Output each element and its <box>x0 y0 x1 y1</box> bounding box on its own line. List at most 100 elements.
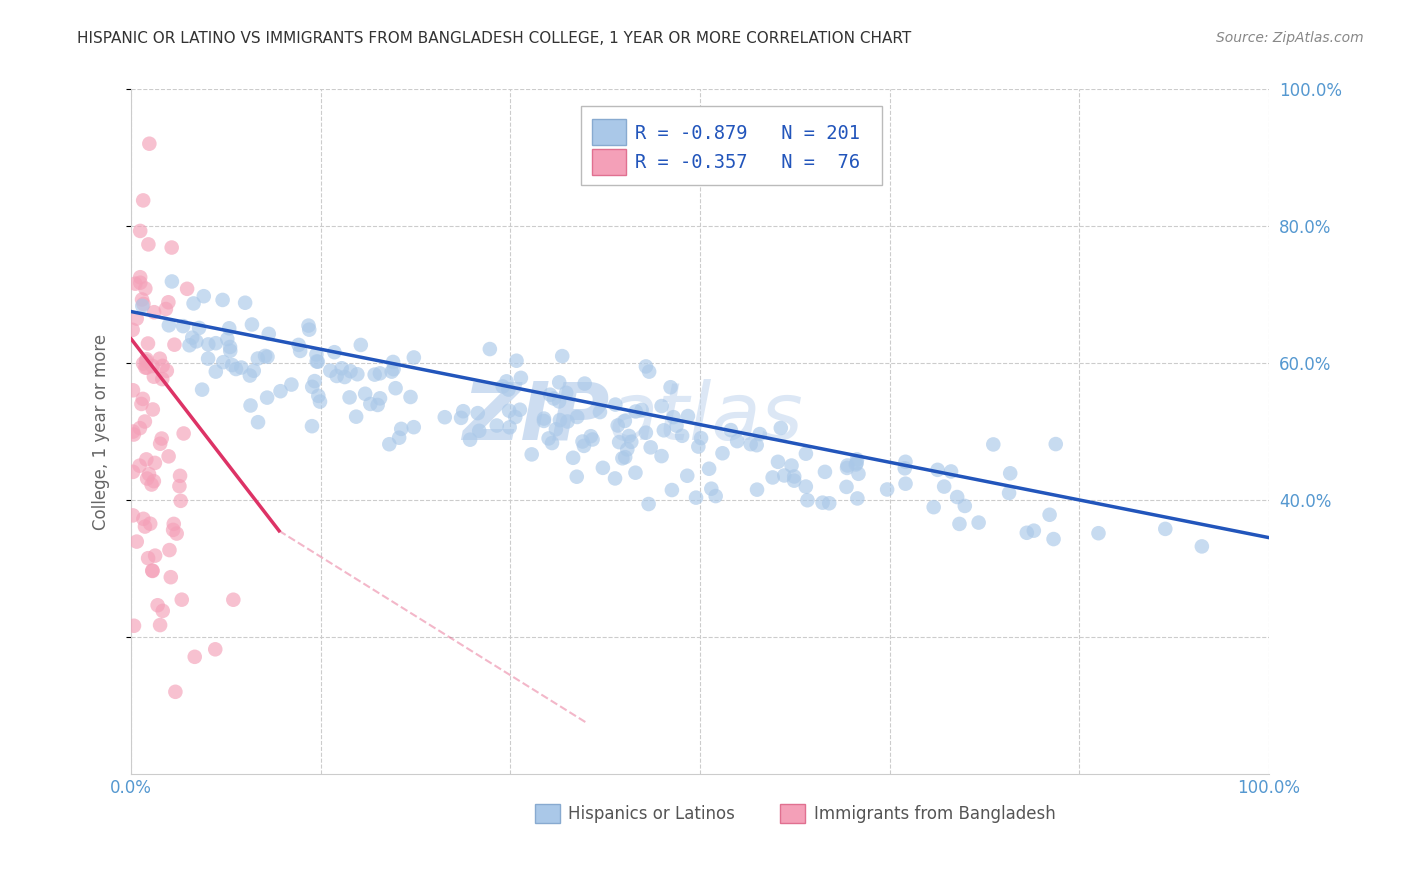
Point <box>135 354 157 368</box>
Point <box>624 466 647 480</box>
Point <box>662 410 685 425</box>
Point <box>233 295 256 310</box>
Point <box>301 419 323 434</box>
Point <box>256 350 278 364</box>
Point <box>533 411 555 425</box>
Point <box>131 397 153 411</box>
Point <box>725 434 748 449</box>
Point <box>304 374 326 388</box>
Point <box>301 380 323 394</box>
Point <box>382 355 405 369</box>
Point <box>451 404 474 418</box>
Point <box>505 353 527 368</box>
Point <box>156 364 179 378</box>
Point <box>740 437 762 451</box>
Point <box>1191 540 1213 554</box>
Point <box>204 336 226 351</box>
Point <box>239 399 262 413</box>
Point <box>616 442 638 457</box>
Point <box>134 360 156 375</box>
Point <box>183 649 205 664</box>
Point <box>579 429 602 443</box>
Point <box>509 402 531 417</box>
Point <box>212 355 235 369</box>
Point <box>485 418 508 433</box>
FancyBboxPatch shape <box>592 148 626 175</box>
Point <box>160 275 183 289</box>
Point <box>246 351 269 366</box>
Point <box>170 493 193 508</box>
Point <box>160 241 183 255</box>
Point <box>141 359 163 373</box>
Point <box>157 318 180 333</box>
Point <box>1042 532 1064 546</box>
Point <box>181 331 204 345</box>
Point <box>1154 522 1177 536</box>
Point <box>634 359 657 374</box>
Point <box>399 390 422 404</box>
Point <box>537 432 560 446</box>
Point <box>149 618 172 632</box>
Text: HISPANIC OR LATINO VS IMMIGRANTS FROM BANGLADESH COLLEGE, 1 YEAR OR MORE CORRELA: HISPANIC OR LATINO VS IMMIGRANTS FROM BA… <box>77 31 911 46</box>
Point <box>129 270 152 285</box>
Point <box>132 392 155 406</box>
Point <box>183 296 205 310</box>
Point <box>132 357 155 371</box>
Point <box>603 471 626 485</box>
Point <box>794 479 817 493</box>
Point <box>845 458 868 472</box>
Point <box>934 479 956 493</box>
Point <box>555 385 578 400</box>
Point <box>748 427 770 442</box>
Point <box>280 377 302 392</box>
Point <box>592 460 614 475</box>
Point <box>811 496 834 510</box>
Point <box>402 420 425 434</box>
Point <box>163 337 186 351</box>
Point <box>121 323 143 337</box>
Point <box>143 456 166 470</box>
Point <box>846 452 869 467</box>
Point <box>367 398 389 412</box>
Point <box>163 516 186 531</box>
Point <box>953 499 976 513</box>
Point <box>131 299 153 313</box>
Point <box>704 489 727 503</box>
Text: atlas: atlas <box>609 379 804 457</box>
Point <box>567 409 589 424</box>
Point <box>894 455 917 469</box>
Point <box>1045 437 1067 451</box>
Point <box>288 343 311 358</box>
Point <box>122 465 145 479</box>
Point <box>193 289 215 303</box>
Point <box>149 436 172 450</box>
Point <box>166 526 188 541</box>
Point <box>136 336 159 351</box>
Point <box>495 375 517 389</box>
Point <box>574 376 596 391</box>
Point <box>297 318 319 333</box>
Point <box>638 365 661 379</box>
Point <box>307 389 329 403</box>
Point <box>138 467 160 482</box>
Point <box>172 319 194 334</box>
Point <box>256 391 278 405</box>
Text: ZIP: ZIP <box>461 379 609 457</box>
Point <box>143 305 166 319</box>
Point <box>1015 525 1038 540</box>
Point <box>122 427 145 442</box>
Point <box>307 355 329 369</box>
Point <box>219 343 242 358</box>
Point <box>142 369 165 384</box>
Point <box>254 349 277 363</box>
Point <box>835 461 858 475</box>
Text: Immigrants from Bangladesh: Immigrants from Bangladesh <box>814 805 1056 822</box>
Point <box>222 592 245 607</box>
FancyBboxPatch shape <box>592 119 626 145</box>
Point <box>543 392 565 406</box>
Point <box>157 450 180 464</box>
Point <box>382 362 405 376</box>
Point <box>651 399 673 413</box>
Point <box>136 551 159 566</box>
Text: R = -0.879   N = 201: R = -0.879 N = 201 <box>636 124 860 143</box>
